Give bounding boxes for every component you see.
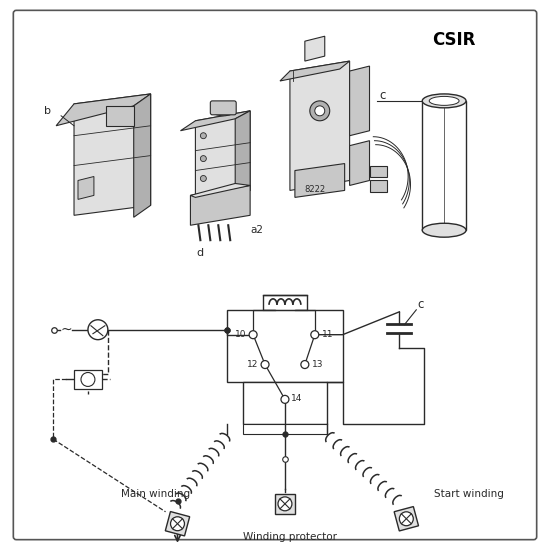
- Bar: [370, 180, 387, 192]
- Text: c: c: [379, 90, 386, 102]
- Ellipse shape: [422, 94, 466, 108]
- Polygon shape: [235, 111, 250, 200]
- Polygon shape: [227, 310, 343, 382]
- Text: ~: ~: [60, 323, 72, 337]
- Text: Main winding: Main winding: [121, 489, 190, 499]
- Ellipse shape: [212, 106, 234, 116]
- Circle shape: [278, 497, 292, 511]
- Text: 14: 14: [291, 394, 302, 403]
- Polygon shape: [394, 507, 419, 531]
- Text: a2: a2: [250, 226, 263, 235]
- Circle shape: [88, 320, 108, 340]
- Bar: [422, 101, 466, 230]
- Polygon shape: [166, 512, 190, 536]
- Polygon shape: [74, 94, 151, 215]
- Polygon shape: [305, 36, 324, 61]
- Polygon shape: [350, 66, 370, 136]
- Polygon shape: [106, 106, 134, 126]
- Polygon shape: [78, 177, 94, 200]
- Text: d: d: [197, 248, 204, 258]
- Polygon shape: [290, 61, 350, 190]
- Polygon shape: [295, 163, 345, 197]
- Circle shape: [399, 512, 413, 526]
- Polygon shape: [56, 94, 151, 126]
- Polygon shape: [180, 111, 250, 131]
- Polygon shape: [350, 141, 370, 185]
- Circle shape: [261, 361, 269, 368]
- Text: b: b: [44, 106, 51, 116]
- Text: Start winding: Start winding: [434, 489, 504, 499]
- Circle shape: [200, 175, 206, 182]
- Text: c: c: [417, 298, 424, 311]
- FancyBboxPatch shape: [13, 10, 537, 540]
- Text: 11: 11: [322, 330, 333, 339]
- Polygon shape: [190, 184, 250, 197]
- FancyBboxPatch shape: [74, 370, 102, 389]
- Text: 13: 13: [312, 360, 323, 369]
- Circle shape: [81, 372, 95, 387]
- Bar: [370, 166, 387, 178]
- Circle shape: [315, 106, 324, 116]
- Polygon shape: [275, 494, 295, 514]
- Polygon shape: [243, 424, 327, 434]
- Polygon shape: [243, 382, 327, 424]
- Circle shape: [170, 517, 184, 531]
- Text: Winding protector: Winding protector: [243, 532, 337, 542]
- Circle shape: [281, 395, 289, 403]
- Text: 12: 12: [247, 360, 258, 369]
- Ellipse shape: [429, 96, 459, 106]
- Circle shape: [310, 101, 329, 121]
- Circle shape: [200, 156, 206, 162]
- Polygon shape: [190, 185, 250, 226]
- Text: CSIR: CSIR: [432, 31, 476, 50]
- Circle shape: [311, 331, 319, 339]
- Polygon shape: [263, 295, 307, 320]
- FancyBboxPatch shape: [210, 101, 236, 115]
- Polygon shape: [280, 61, 350, 81]
- Polygon shape: [195, 111, 250, 200]
- Circle shape: [200, 133, 206, 139]
- Text: 8222: 8222: [304, 185, 326, 195]
- Polygon shape: [134, 94, 151, 217]
- Circle shape: [249, 331, 257, 339]
- Circle shape: [301, 361, 309, 368]
- Ellipse shape: [422, 223, 466, 237]
- Text: 10: 10: [235, 330, 246, 339]
